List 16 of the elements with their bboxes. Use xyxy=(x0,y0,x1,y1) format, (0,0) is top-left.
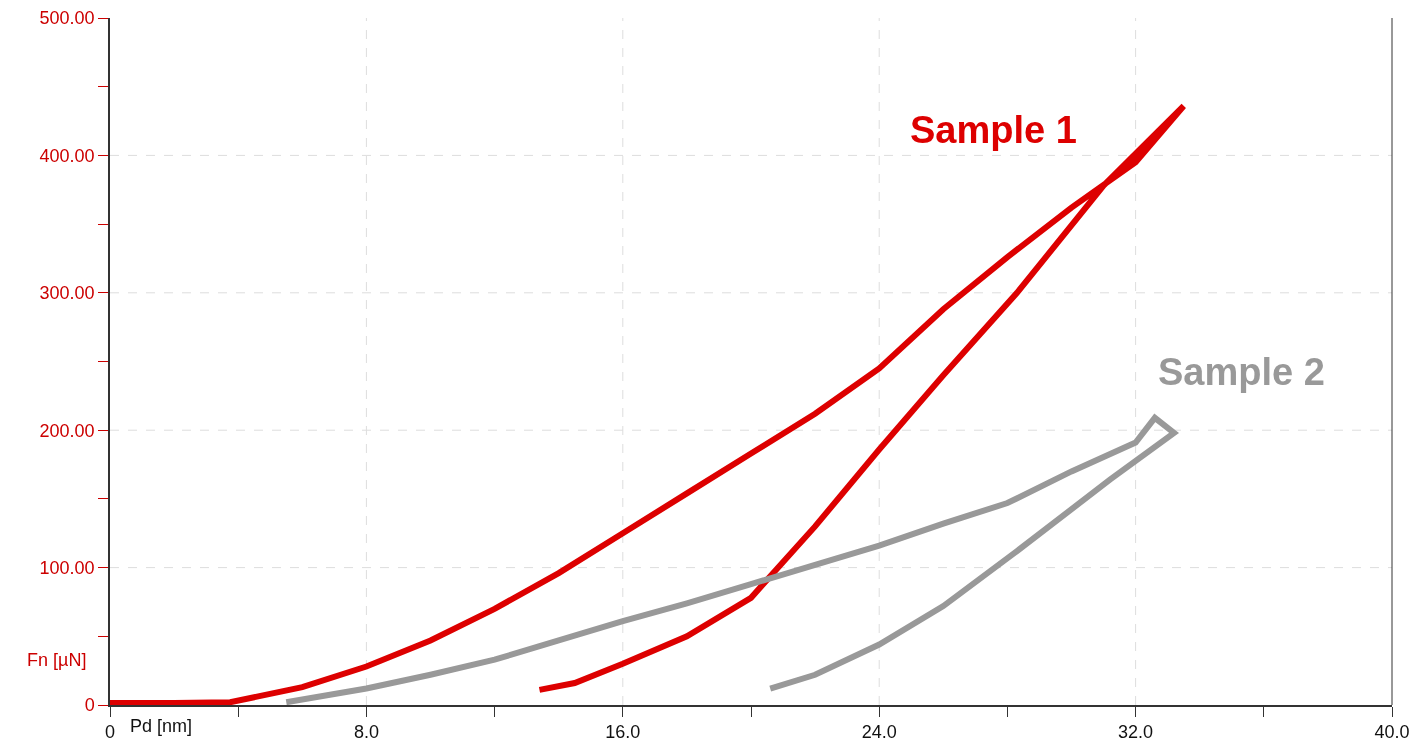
series-label: Sample 2 xyxy=(1158,351,1325,393)
y-tick-label: 300.00 xyxy=(39,283,95,304)
x-tick-label: 8.0 xyxy=(353,722,379,743)
y-tick-label: 400.00 xyxy=(39,145,95,166)
x-axis-title: Pd [nm] xyxy=(130,716,193,736)
y-tick-label: 100.00 xyxy=(39,557,95,578)
x-tick-label: 24.0 xyxy=(861,722,897,743)
x-tick-label: 0 xyxy=(104,722,116,743)
x-tick-label: 16.0 xyxy=(605,722,641,743)
x-tick-label: 32.0 xyxy=(1118,722,1154,743)
y-tick-label: 200.00 xyxy=(39,420,95,441)
x-tick-label: 40.0 xyxy=(1374,722,1410,743)
y-axis-title: Fn [µN] xyxy=(27,650,87,670)
y-tick-label: 500.00 xyxy=(39,8,95,29)
y-tick-label: 0 xyxy=(84,695,95,716)
series-label: Sample 1 xyxy=(910,109,1077,151)
